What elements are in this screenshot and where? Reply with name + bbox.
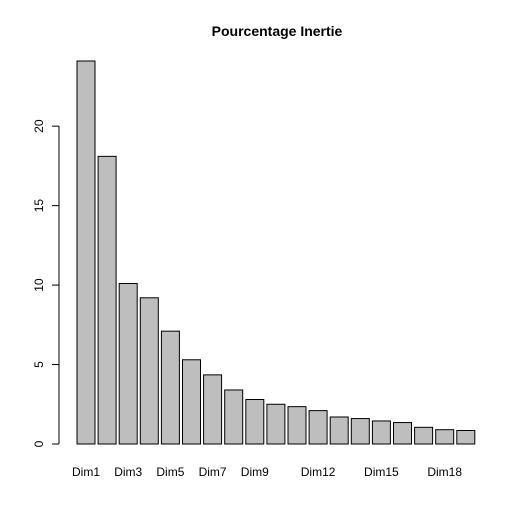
x-tick-label: Dim15 <box>364 465 399 479</box>
bar-dim8 <box>224 389 244 445</box>
bar-dim9 <box>245 399 265 445</box>
y-tick-label: 15 <box>32 199 46 213</box>
bar-dim3 <box>118 282 138 445</box>
y-tick-label: 10 <box>32 278 46 292</box>
bar-dim13 <box>329 416 349 445</box>
chart-title: Pourcentage Inertie <box>212 23 343 39</box>
bar-dim6 <box>182 359 201 445</box>
bar-dim14 <box>350 418 370 445</box>
bar-dim11 <box>287 406 307 445</box>
bar-dim18 <box>435 429 455 445</box>
x-tick-label: Dim9 <box>241 465 269 479</box>
bar-dim16 <box>393 422 412 445</box>
x-tick-label: Dim12 <box>301 465 336 479</box>
bar-dim19 <box>456 429 476 445</box>
y-tick-label: 5 <box>32 361 46 368</box>
bar-dim5 <box>160 330 180 445</box>
bar-dim2 <box>97 155 117 445</box>
x-tick-label: Dim5 <box>156 465 184 479</box>
bar-dim4 <box>139 297 159 445</box>
y-tick-label: 20 <box>32 119 46 133</box>
y-axis: 0 5 10 15 20 <box>32 119 60 447</box>
x-tick-label: Dim3 <box>114 465 142 479</box>
y-tick-label: 0 <box>32 440 46 447</box>
x-tick-label: Dim7 <box>199 465 227 479</box>
x-axis-labels: Dim1 Dim3 Dim5 Dim7 Dim9 Dim12 Dim15 Dim18 <box>72 465 462 479</box>
bar-dim7 <box>203 374 223 445</box>
bar-dim1 <box>76 60 96 445</box>
bar-dim15 <box>371 420 391 445</box>
x-tick-label: Dim18 <box>427 465 462 479</box>
bars <box>76 60 476 445</box>
x-tick-label: Dim1 <box>72 465 100 479</box>
bar-dim17 <box>414 426 434 445</box>
bar-dim10 <box>266 403 286 445</box>
bar-dim12 <box>308 410 328 445</box>
